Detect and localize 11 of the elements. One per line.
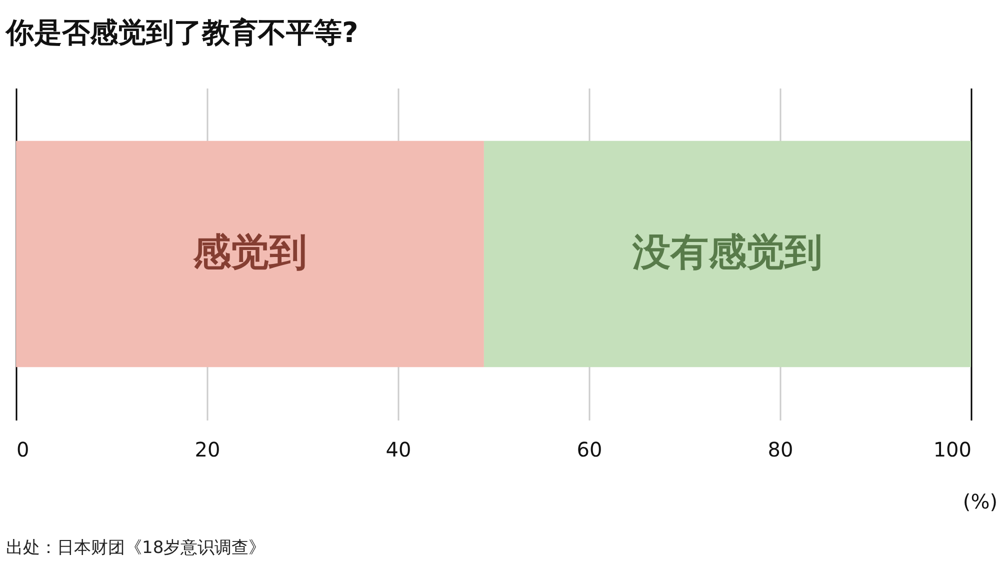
x-tick-label: 100 (933, 438, 972, 462)
x-tick-label: 80 (768, 438, 794, 462)
x-axis-title: (%) (962, 490, 998, 514)
x-tick-label: 0 (16, 438, 30, 462)
x-tick-label: 60 (576, 438, 602, 462)
x-tick-label: 20 (194, 438, 220, 462)
text: 出处：日本财团《18岁意识调查》 (6, 537, 266, 559)
x-tick-label: 40 (386, 438, 412, 462)
series-label: 感觉到 (192, 230, 307, 274)
series-label: 没有感觉到 (631, 230, 822, 274)
chart-title: 你是否感觉到了教育不平等? (4, 16, 358, 49)
